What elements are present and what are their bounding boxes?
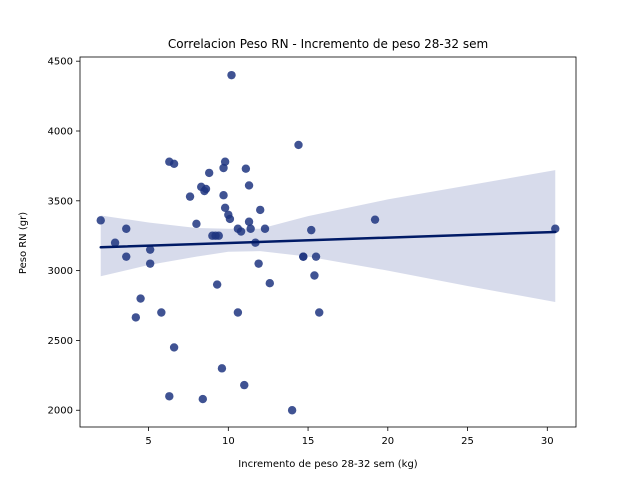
data-point [240, 380, 249, 390]
data-point [131, 313, 141, 322]
data-point [241, 164, 251, 173]
data-point [244, 181, 254, 190]
data-point [122, 224, 131, 233]
data-point [185, 192, 195, 201]
y-tick-label: 3500 [48, 196, 73, 207]
data-point [311, 252, 321, 261]
y-axis-label: Peso RN (gr) [18, 212, 29, 274]
data-point [169, 343, 179, 352]
x-tick-label: 15 [302, 436, 315, 447]
data-point [310, 271, 319, 280]
data-point [110, 238, 120, 247]
chart-title: Correlacion Peso RN - Incremento de peso… [168, 37, 488, 51]
data-point [220, 203, 230, 212]
data-point [315, 308, 324, 317]
data-point [233, 308, 243, 317]
data-point [227, 70, 236, 80]
x-tick-label: 5 [145, 436, 151, 447]
data-point [169, 159, 179, 169]
y-axis: 2000 2500 3000 3500 4000 4500 [48, 57, 80, 417]
data-point [145, 259, 155, 268]
data-point [165, 392, 174, 401]
x-tick-label: 25 [461, 436, 474, 447]
x-tick-label: 10 [222, 436, 235, 447]
plot-area [79, 56, 577, 428]
points-layer [96, 70, 560, 415]
data-point [219, 191, 228, 200]
data-point [256, 205, 265, 215]
data-point [122, 252, 131, 261]
y-tick-label: 2500 [48, 336, 73, 347]
data-point [214, 231, 223, 240]
data-point [265, 278, 274, 288]
data-point [201, 184, 211, 194]
plot-frame [79, 56, 577, 428]
x-axis: 5 10 15 20 25 30 [145, 427, 554, 447]
data-point [157, 308, 166, 317]
y-tick-label: 4500 [48, 57, 73, 68]
data-point [212, 280, 222, 289]
x-tick-label: 20 [381, 436, 394, 447]
data-point [244, 217, 254, 226]
regression-line-layer [99, 230, 557, 249]
data-point [294, 140, 303, 150]
x-axis-label: Incremento de peso 28-32 sem (kg) [238, 459, 418, 470]
data-point [299, 252, 308, 261]
data-point [370, 215, 380, 224]
data-point [260, 224, 270, 233]
regression-line [99, 230, 557, 249]
data-point [287, 406, 297, 415]
confidence-band-layer [100, 170, 556, 303]
x-tick-label: 30 [541, 436, 554, 447]
data-point [246, 224, 255, 233]
y-tick-label: 3000 [48, 266, 73, 277]
y-tick-label: 4000 [48, 127, 73, 138]
data-point [96, 216, 105, 225]
y-tick-label: 2000 [48, 406, 73, 417]
data-point [225, 214, 235, 224]
data-point [192, 219, 201, 229]
data-point [307, 225, 316, 235]
data-point [254, 259, 263, 268]
data-point [136, 294, 145, 303]
data-point [219, 163, 228, 173]
data-point [217, 364, 227, 373]
data-point [236, 227, 246, 236]
data-point [145, 245, 155, 254]
confidence-band [100, 170, 556, 303]
data-point [220, 157, 230, 166]
data-point [204, 168, 214, 178]
data-point [198, 394, 207, 404]
